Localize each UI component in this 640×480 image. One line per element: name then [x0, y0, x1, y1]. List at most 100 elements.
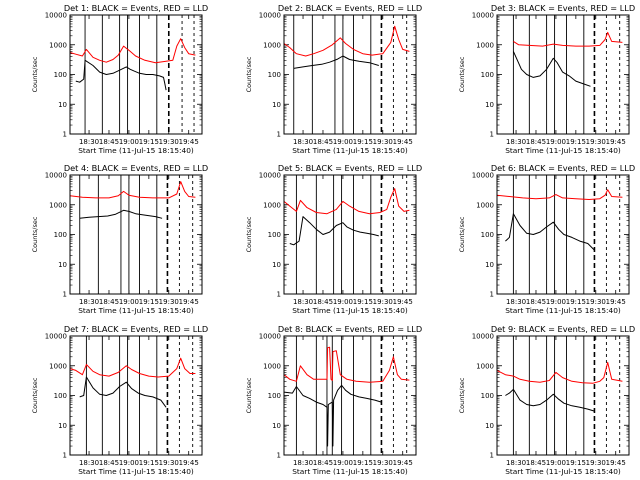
y-tick-label: 100	[54, 392, 67, 400]
x-tick-label: 19:45	[606, 138, 626, 146]
x-axis-label: Start Time (11-Jul-15 18:15:40)	[292, 146, 408, 155]
x-tick-label: 18:30	[506, 138, 526, 146]
x-tick-label: 18:30	[293, 138, 313, 146]
x-tick-label: 19:30	[373, 459, 393, 467]
x-tick-label: 18:45	[313, 138, 333, 146]
plot-frame	[69, 14, 203, 135]
series-line-lld	[69, 181, 196, 199]
plot-title: Det 4: BLACK = Events, RED = LLD	[64, 163, 208, 173]
y-axis-label: Counts/sec	[31, 377, 39, 413]
y-tick-label: 1000	[476, 362, 494, 370]
x-tick-label: 19:45	[179, 138, 199, 146]
x-tick-label: 19:30	[373, 298, 393, 306]
x-axis-label: Start Time (11-Jul-15 18:15:40)	[292, 306, 408, 315]
y-tick-label: 100	[481, 392, 494, 400]
x-tick-label: 19:30	[159, 138, 179, 146]
y-axis-label: Counts/sec	[245, 216, 253, 252]
x-tick-label: 19:45	[393, 298, 413, 306]
x-tick-label: 19:30	[586, 459, 606, 467]
y-axis-label: Counts/sec	[458, 216, 466, 252]
x-tick-label: 19:00	[546, 459, 566, 467]
plot-title: Det 5: BLACK = Events, RED = LLD	[278, 163, 422, 173]
y-tick-label: 1000	[263, 201, 281, 209]
x-tick-label: 19:45	[606, 459, 626, 467]
y-tick-label: 10	[58, 261, 67, 269]
x-tick-label: 19:00	[119, 459, 139, 467]
plot-frame	[69, 335, 203, 456]
detector-plot-8: Det 8: BLACK = Events, RED = LLD Counts/s…	[245, 324, 422, 476]
y-tick-label: 10000	[259, 333, 281, 341]
x-tick-label: 19:30	[373, 138, 393, 146]
x-tick-label: 19:00	[333, 298, 353, 306]
plot-title: Det 9: BLACK = Events, RED = LLD	[491, 324, 635, 334]
x-tick-label: 19:45	[179, 459, 199, 467]
y-tick-label: 1	[63, 291, 67, 299]
y-tick-label: 100	[268, 231, 281, 239]
y-tick-label: 10	[485, 422, 494, 430]
y-tick-label: 100	[481, 231, 494, 239]
x-axis-label: Start Time (11-Jul-15 18:15:40)	[78, 146, 194, 155]
series-line-events	[289, 216, 379, 246]
x-tick-label: 19:45	[179, 298, 199, 306]
detector-plot-4: Det 4: BLACK = Events, RED = LLD Counts/s…	[31, 163, 208, 315]
series-line-lld	[513, 31, 623, 47]
y-tick-label: 10000	[472, 12, 494, 20]
detector-plot-9: Det 9: BLACK = Events, RED = LLD Counts/s…	[458, 324, 635, 476]
series-line-lld	[283, 25, 410, 57]
plot-title: Det 1: BLACK = Events, RED = LLD	[64, 3, 208, 13]
series-line-events	[505, 388, 595, 412]
x-tick-label: 19:15	[566, 138, 586, 146]
plot-frame	[283, 14, 417, 135]
y-tick-label: 1000	[263, 41, 281, 49]
x-axis-label: Start Time (11-Jul-15 18:15:40)	[505, 306, 621, 315]
series-line-events	[75, 59, 167, 91]
x-tick-label: 18:45	[526, 138, 546, 146]
x-tick-label: 18:30	[79, 138, 99, 146]
series-line-events	[79, 209, 163, 219]
series-line-events	[293, 55, 379, 69]
x-tick-label: 19:30	[159, 298, 179, 306]
y-tick-label: 10	[485, 261, 494, 269]
y-tick-label: 10	[272, 261, 281, 269]
x-tick-label: 19:45	[606, 298, 626, 306]
detector-plot-6: Det 6: BLACK = Events, RED = LLD Counts/s…	[458, 163, 635, 315]
x-tick-label: 18:45	[526, 459, 546, 467]
x-tick-label: 19:30	[586, 298, 606, 306]
detector-plot-5: Det 5: BLACK = Events, RED = LLD Counts/s…	[245, 163, 422, 315]
plot-frame	[496, 174, 630, 295]
x-tick-label: 18:45	[99, 138, 119, 146]
x-tick-label: 19:15	[353, 459, 373, 467]
x-axis-label: Start Time (11-Jul-15 18:15:40)	[505, 467, 621, 476]
x-tick-label: 18:30	[79, 298, 99, 306]
y-tick-label: 100	[268, 392, 281, 400]
x-axis-label: Start Time (11-Jul-15 18:15:40)	[505, 146, 621, 155]
y-tick-label: 100	[54, 231, 67, 239]
x-tick-label: 19:15	[566, 459, 586, 467]
detector-plot-2: Det 2: BLACK = Events, RED = LLD Counts/s…	[245, 3, 422, 155]
y-axis-label: Counts/sec	[458, 377, 466, 413]
y-axis-label: Counts/sec	[31, 216, 39, 252]
y-tick-label: 100	[54, 71, 67, 79]
series-line-lld	[69, 357, 196, 378]
x-tick-label: 18:45	[99, 298, 119, 306]
y-tick-label: 100	[481, 71, 494, 79]
y-tick-label: 10	[58, 422, 67, 430]
y-axis-label: Counts/sec	[458, 56, 466, 92]
y-tick-label: 10000	[45, 12, 67, 20]
series-line-events	[79, 376, 167, 408]
x-tick-label: 18:45	[526, 298, 546, 306]
y-tick-label: 1000	[476, 201, 494, 209]
x-tick-label: 19:00	[119, 138, 139, 146]
detector-plot-1: Det 1: BLACK = Events, RED = LLD Counts/s…	[31, 3, 208, 155]
plot-frame	[496, 335, 630, 456]
y-axis-label: Counts/sec	[31, 56, 39, 92]
y-tick-label: 1000	[49, 201, 67, 209]
x-axis-label: Start Time (11-Jul-15 18:15:40)	[292, 467, 408, 476]
detector-plot-7: Det 7: BLACK = Events, RED = LLD Counts/s…	[31, 324, 208, 476]
x-tick-label: 18:45	[99, 459, 119, 467]
x-tick-label: 18:30	[293, 459, 313, 467]
y-tick-label: 10000	[259, 172, 281, 180]
x-tick-label: 19:00	[546, 298, 566, 306]
x-tick-label: 19:15	[139, 459, 159, 467]
